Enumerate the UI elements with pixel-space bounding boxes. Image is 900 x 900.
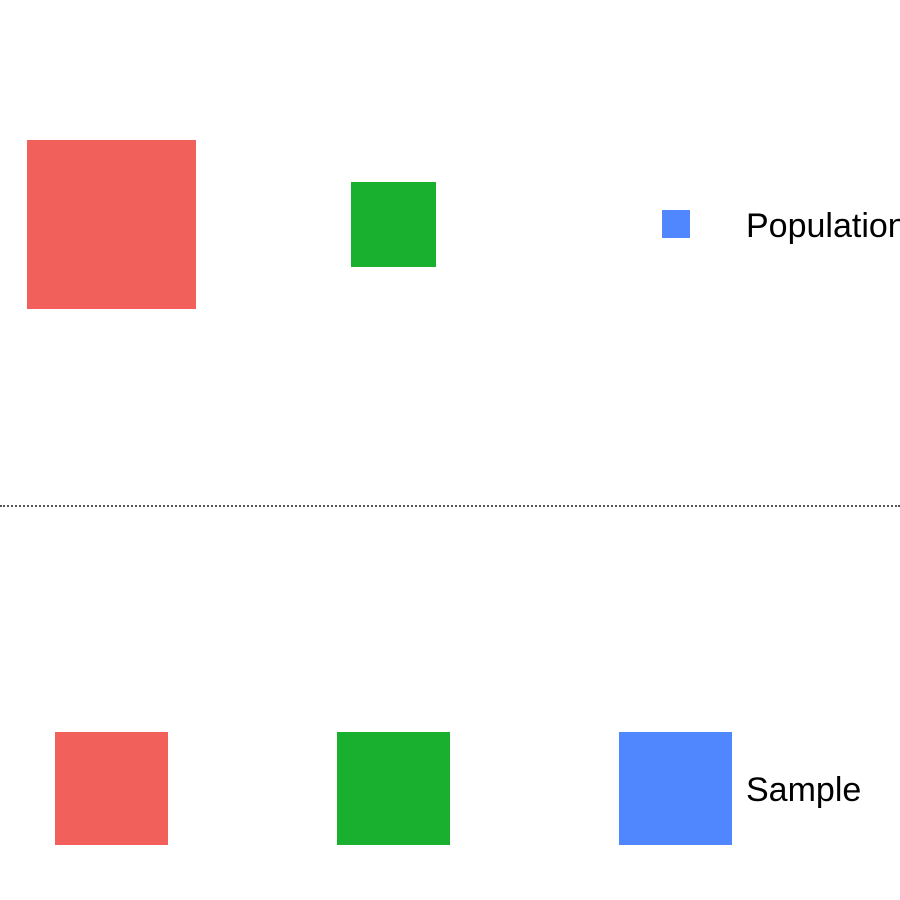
population-label: Population [746, 207, 900, 245]
population-green-square [351, 182, 436, 267]
population-red-square [27, 140, 196, 309]
population-blue-square [662, 210, 690, 238]
sample-blue-square [619, 732, 732, 845]
sample-green-square [337, 732, 450, 845]
sample-label: Sample [746, 771, 862, 809]
sample-red-square [55, 732, 168, 845]
row-divider [0, 505, 900, 507]
